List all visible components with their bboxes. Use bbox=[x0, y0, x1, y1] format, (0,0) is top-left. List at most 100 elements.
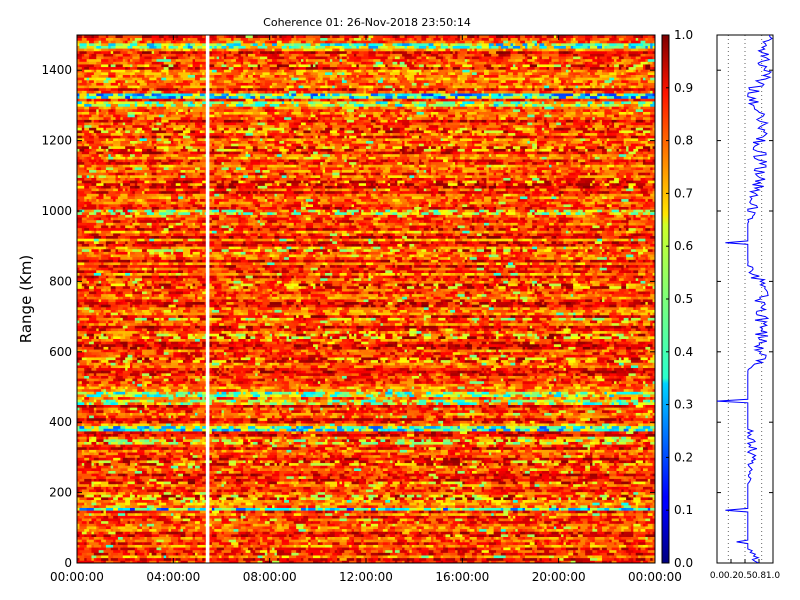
heatmap-cell bbox=[110, 465, 114, 469]
heatmap-cell bbox=[252, 491, 256, 495]
heatmap-cell bbox=[144, 486, 153, 490]
heatmap-cell bbox=[474, 526, 478, 530]
heatmap-cell bbox=[539, 507, 543, 511]
heatmap-cell bbox=[211, 454, 220, 458]
heatmap-cell bbox=[127, 539, 136, 543]
heatmap-cell bbox=[503, 454, 509, 458]
heatmap-cell bbox=[373, 520, 381, 524]
heatmap-cell bbox=[556, 507, 560, 511]
heatmap-cell bbox=[178, 467, 184, 471]
heatmap-cell bbox=[638, 536, 646, 540]
heatmap-cell bbox=[129, 475, 133, 479]
heatmap-cell bbox=[616, 533, 620, 537]
heatmap-cell bbox=[380, 539, 384, 543]
heatmap-cell bbox=[443, 515, 449, 519]
heatmap-cell bbox=[315, 526, 319, 530]
heatmap-cell bbox=[264, 544, 271, 548]
heatmap-cell bbox=[105, 473, 112, 477]
heatmap-cell bbox=[81, 475, 88, 479]
heatmap-cell bbox=[317, 470, 324, 474]
heatmap-cell bbox=[149, 512, 157, 516]
heatmap-cell bbox=[252, 557, 256, 561]
heatmap-cell bbox=[580, 470, 584, 474]
heatmap-cell bbox=[455, 555, 461, 559]
heatmap-cell bbox=[329, 531, 336, 535]
heatmap-cell bbox=[650, 481, 655, 485]
heatmap-cell bbox=[524, 531, 531, 535]
heatmap-cell bbox=[597, 470, 603, 474]
heatmap-cell bbox=[602, 486, 608, 490]
heatmap-cell bbox=[517, 510, 523, 514]
heatmap-cell bbox=[233, 486, 239, 490]
heatmap-cell bbox=[214, 544, 218, 548]
heatmap-cell bbox=[151, 518, 155, 522]
heatmap-cell bbox=[163, 452, 167, 456]
heatmap-cell bbox=[597, 475, 603, 479]
heatmap-cell bbox=[337, 515, 340, 519]
heatmap-cell bbox=[315, 515, 319, 519]
heatmap-cell bbox=[334, 497, 343, 501]
heatmap-cell bbox=[202, 478, 206, 482]
heatmap-cell bbox=[633, 507, 637, 511]
heatmap-cell bbox=[479, 507, 487, 511]
heatmap-cell bbox=[375, 560, 379, 563]
heatmap-cell bbox=[630, 489, 637, 493]
heatmap-cell bbox=[305, 481, 312, 485]
heatmap-cell bbox=[416, 526, 425, 530]
heatmap-cell bbox=[556, 552, 562, 556]
heatmap-cell bbox=[202, 536, 206, 540]
heatmap-cell bbox=[98, 528, 107, 532]
heatmap-cell bbox=[423, 491, 430, 495]
heatmap-cell bbox=[264, 552, 268, 556]
heatmap-cell bbox=[418, 528, 422, 532]
heatmap-cell bbox=[399, 541, 405, 545]
heatmap-cell bbox=[438, 467, 446, 471]
heatmap-cell bbox=[522, 518, 531, 522]
heatmap-cell bbox=[592, 499, 601, 503]
heatmap-cell bbox=[536, 454, 543, 458]
heatmap-cell bbox=[117, 483, 124, 487]
heatmap-cell bbox=[317, 520, 321, 524]
heatmap-cell bbox=[257, 467, 261, 471]
heatmap-cell bbox=[486, 502, 492, 506]
heatmap-cell bbox=[81, 504, 90, 508]
heatmap-cell bbox=[570, 526, 579, 530]
heatmap-cell bbox=[450, 555, 456, 559]
heatmap-cell bbox=[428, 491, 437, 495]
heatmap-cell bbox=[409, 515, 415, 519]
heatmap-cell bbox=[642, 512, 649, 516]
heatmap-cell bbox=[221, 515, 225, 519]
heatmap-cell bbox=[361, 557, 369, 561]
heatmap-cell bbox=[91, 555, 97, 559]
heatmap-cell bbox=[435, 536, 442, 540]
heatmap-cell bbox=[385, 502, 393, 506]
heatmap-cell bbox=[387, 555, 391, 559]
heatmap-cell bbox=[139, 491, 143, 495]
heatmap-cell bbox=[541, 528, 545, 532]
heatmap-cell bbox=[178, 533, 181, 537]
heatmap-cell bbox=[274, 475, 280, 479]
heatmap-cell bbox=[614, 536, 622, 540]
heatmap-cell bbox=[127, 547, 136, 551]
heatmap-cell bbox=[592, 489, 596, 493]
heatmap-cell bbox=[286, 518, 295, 522]
heatmap-cell bbox=[317, 541, 321, 545]
heatmap-cell bbox=[303, 512, 309, 516]
heatmap-cell bbox=[366, 536, 374, 540]
heatmap-cell bbox=[339, 504, 348, 508]
heatmap-cell bbox=[428, 512, 432, 516]
heatmap-cell bbox=[618, 457, 625, 461]
heatmap-cell bbox=[645, 515, 653, 519]
heatmap-cell bbox=[539, 531, 543, 535]
heatmap-cell bbox=[115, 518, 121, 522]
heatmap-cell bbox=[459, 499, 468, 503]
heatmap-cell bbox=[534, 454, 538, 458]
heatmap-cell bbox=[216, 544, 225, 548]
heatmap-cell bbox=[411, 549, 417, 553]
heatmap-cell bbox=[650, 494, 655, 498]
heatmap-cell bbox=[416, 502, 420, 506]
heatmap-cell bbox=[421, 523, 430, 527]
heatmap-cell bbox=[368, 454, 374, 458]
heatmap-cell bbox=[132, 452, 138, 456]
heatmap-cell bbox=[423, 470, 427, 474]
